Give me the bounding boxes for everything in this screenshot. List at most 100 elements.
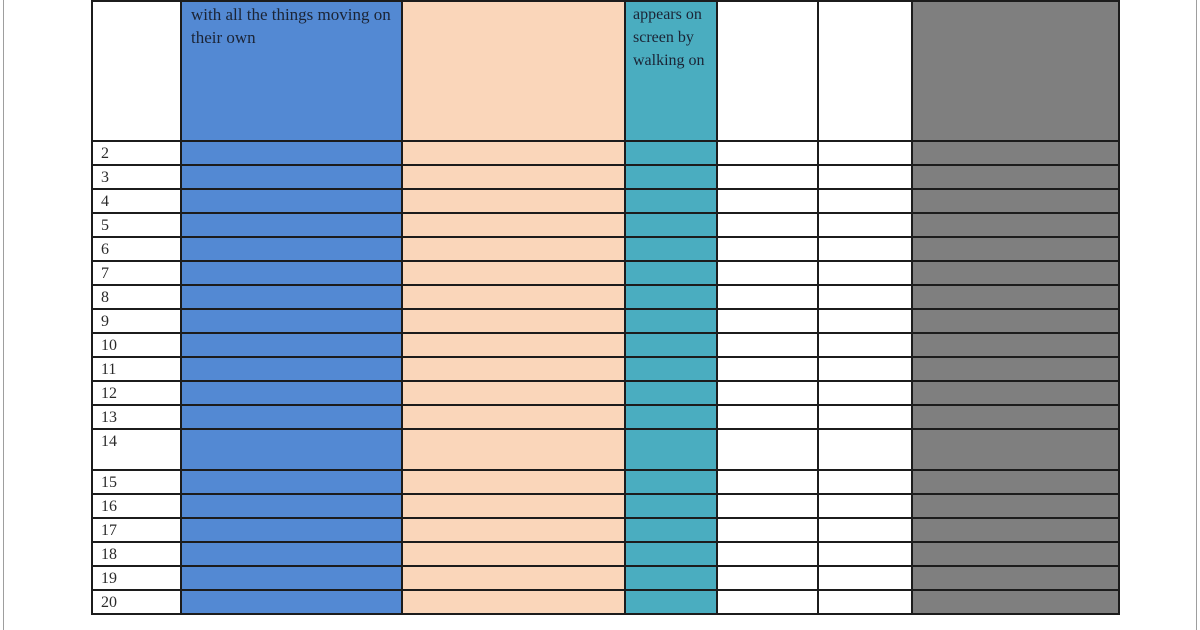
data-cell-blue [180,212,403,238]
data-cell-white-2 [817,404,913,430]
data-cell-blue [180,140,403,166]
data-cell-teal [624,164,718,190]
data-cell-gray [911,493,1120,519]
data-cell-orange [401,236,626,262]
data-cell-gray [911,469,1120,495]
data-cell-orange [401,517,626,543]
page-edge-right [1196,0,1197,630]
data-cell-white-2 [817,260,913,286]
data-cell-teal [624,541,718,567]
data-cell-white-1 [716,589,819,615]
data-cell-gray [911,164,1120,190]
row-number-cell: 6 [91,236,182,262]
data-cell-teal [624,236,718,262]
header-cell-number [91,0,182,142]
data-cell-white-2 [817,380,913,406]
data-cell-orange [401,140,626,166]
data-cell-white-2 [817,284,913,310]
table-row: 3 [91,164,1120,190]
data-cell-white-2 [817,356,913,382]
data-cell-white-1 [716,565,819,591]
data-cell-teal [624,565,718,591]
data-cell-blue [180,517,403,543]
data-cell-blue [180,284,403,310]
data-cell-white-2 [817,469,913,495]
header-cell-blue: with all the things moving on their own [180,0,403,142]
data-cell-orange [401,493,626,519]
table-row: 7 [91,260,1120,286]
table-body: 2 3 4 5 6 7 8 9 10 11 12 13 14 15 16 17 18 19 20 [91,140,1120,615]
data-cell-white-1 [716,380,819,406]
data-cell-teal [624,188,718,214]
data-cell-white-2 [817,332,913,358]
data-cell-blue [180,404,403,430]
data-cell-white-2 [817,565,913,591]
row-number-cell: 14 [91,428,182,471]
data-cell-gray [911,589,1120,615]
data-cell-gray [911,380,1120,406]
row-number-cell: 13 [91,404,182,430]
data-cell-white-2 [817,212,913,238]
data-cell-gray [911,236,1120,262]
data-cell-white-1 [716,188,819,214]
data-cell-orange [401,404,626,430]
data-cell-teal [624,356,718,382]
data-cell-gray [911,517,1120,543]
data-cell-blue [180,380,403,406]
data-cell-teal [624,428,718,471]
row-number-cell: 4 [91,188,182,214]
data-cell-gray [911,308,1120,334]
data-cell-white-1 [716,404,819,430]
row-number-cell: 8 [91,284,182,310]
row-number-cell: 9 [91,308,182,334]
data-cell-blue [180,260,403,286]
data-cell-blue [180,428,403,471]
data-cell-gray [911,404,1120,430]
data-cell-white-2 [817,308,913,334]
data-cell-orange [401,188,626,214]
data-cell-gray [911,565,1120,591]
data-cell-gray [911,212,1120,238]
table-row: 16 [91,493,1120,519]
row-number-cell: 2 [91,140,182,166]
data-cell-teal [624,493,718,519]
data-cell-teal [624,380,718,406]
row-number-cell: 18 [91,541,182,567]
table-row: 10 [91,332,1120,358]
data-cell-teal [624,589,718,615]
data-cell-orange [401,260,626,286]
data-cell-orange [401,284,626,310]
data-cell-white-2 [817,236,913,262]
table-header: with all the things moving on their own … [91,0,1120,142]
data-cell-teal [624,308,718,334]
table-row: 2 [91,140,1120,166]
header-cell-white-1 [716,0,819,142]
data-cell-orange [401,308,626,334]
data-cell-orange [401,380,626,406]
data-cell-blue [180,164,403,190]
table-row: 20 [91,589,1120,615]
data-cell-gray [911,332,1120,358]
data-cell-orange [401,212,626,238]
table-row: 8 [91,284,1120,310]
data-cell-white-1 [716,541,819,567]
data-cell-teal [624,517,718,543]
data-cell-white-2 [817,589,913,615]
row-number-cell: 11 [91,356,182,382]
data-cell-white-1 [716,469,819,495]
data-cell-orange [401,565,626,591]
row-number-cell: 19 [91,565,182,591]
data-cell-orange [401,356,626,382]
data-cell-orange [401,428,626,471]
data-cell-teal [624,332,718,358]
data-cell-white-2 [817,517,913,543]
table-row: 15 [91,469,1120,495]
data-cell-teal [624,260,718,286]
data-cell-blue [180,332,403,358]
data-cell-gray [911,356,1120,382]
data-cell-teal [624,140,718,166]
data-cell-blue [180,493,403,519]
row-number-cell: 15 [91,469,182,495]
data-cell-white-1 [716,493,819,519]
